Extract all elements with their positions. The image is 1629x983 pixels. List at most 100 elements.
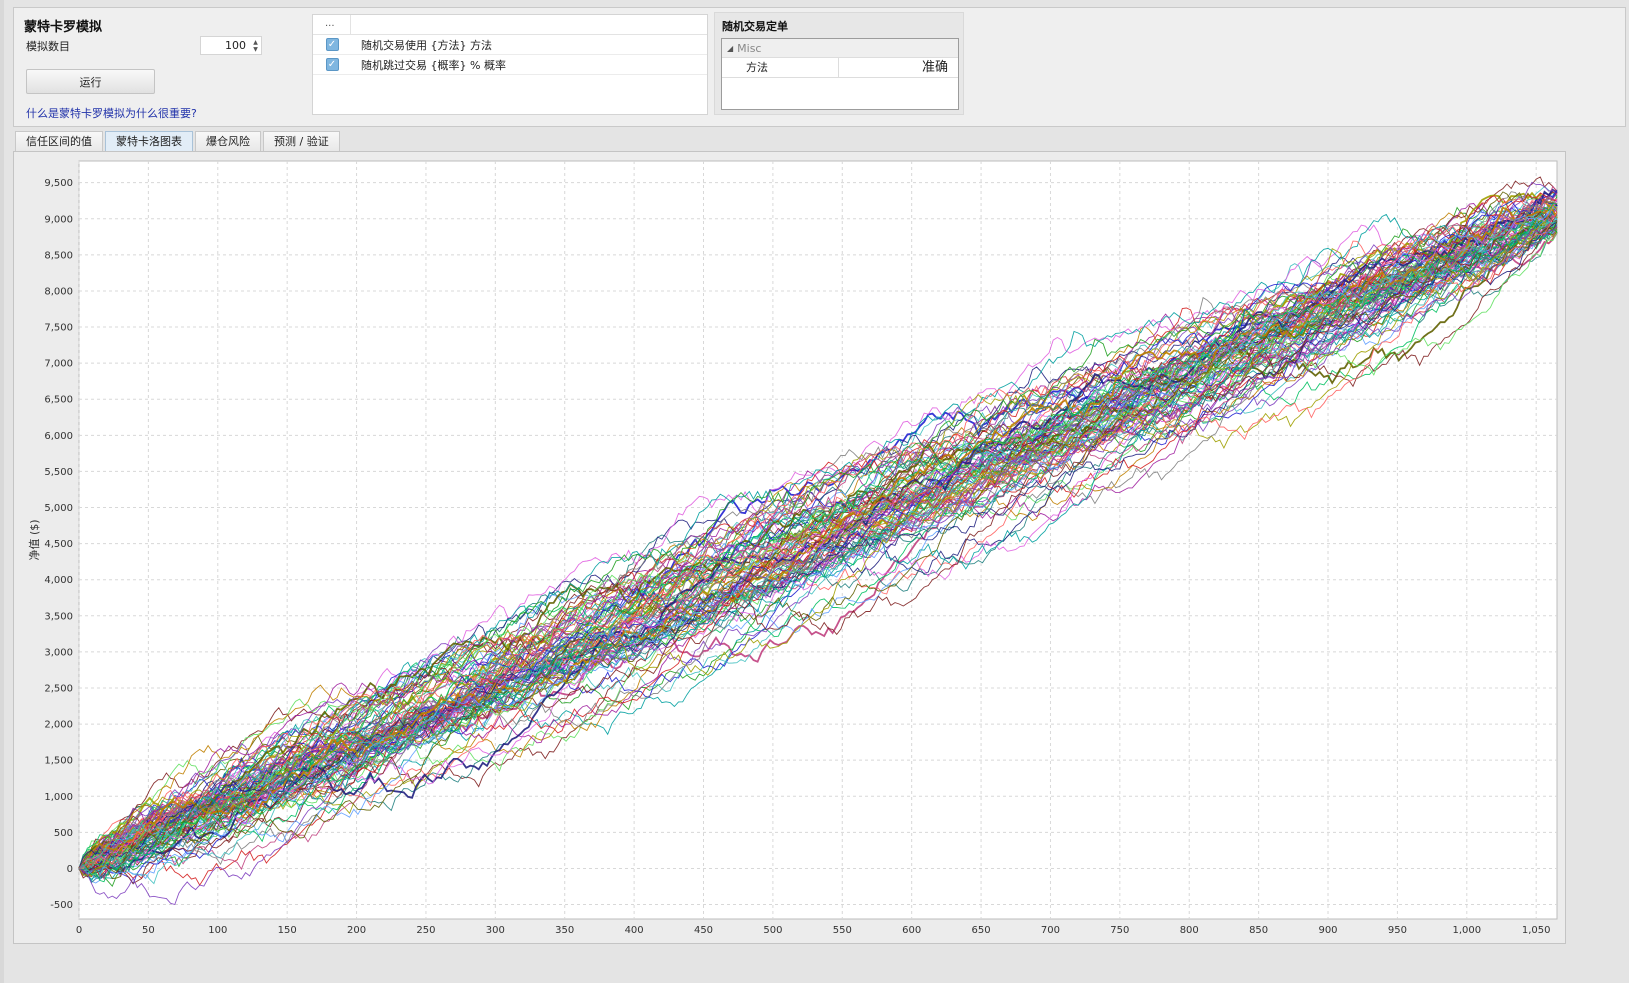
y-tick-label: 5,000 [44,503,73,514]
options-list: ... ✓ 随机交易使用 {方法} 方法 ✓ 随机跳过交易 {概率} % 概率 [312,14,708,115]
simulation-path [78,206,1558,880]
y-tick-label: 5,500 [44,467,73,478]
option-label: 随机跳过交易 {概率} % 概率 [361,58,506,72]
simulation-path [78,189,1558,869]
stepper-arrows-icon[interactable]: ▲ ▼ [253,38,258,53]
simulation-path [78,193,1558,869]
simulation-path [78,200,1558,869]
property-category[interactable]: ◢ Misc [722,39,958,58]
x-tick-label: 500 [763,925,782,936]
x-tick-label: 400 [625,925,644,936]
simulation-path [78,221,1558,869]
series-group [78,176,1558,906]
random-order-title: 随机交易定单 [722,20,788,33]
x-tick-label: 200 [347,925,366,936]
property-grid: ◢ Misc 方法 准确 [721,38,959,110]
simulation-path [78,191,1558,880]
tab-monte-carlo-chart[interactable]: 蒙特卡洛图表 [105,131,193,151]
property-value[interactable]: 准确 [921,60,948,75]
x-tick-label: 600 [902,925,921,936]
simulation-path [78,199,1558,869]
x-tick-label: 700 [1041,925,1060,936]
simulation-path [78,214,1558,874]
run-button[interactable]: 运行 [26,69,155,94]
tab-bar: 信任区间的值 蒙特卡洛图表 爆仓风险 预测 / 验证 [15,131,342,151]
y-tick-label: 2,000 [44,720,73,731]
property-name: 方法 [722,58,839,77]
x-tick-label: 550 [833,925,852,936]
y-tick-label: 0 [67,864,73,875]
checkbox-random-order[interactable]: ✓ [325,38,339,51]
x-tick-label: 850 [1249,925,1268,936]
sim-count-label: 模拟数目 [26,40,70,53]
y-tick-label: 4,500 [44,539,73,550]
y-axis-ticks: -500 0 500 1,000 1,500 2,000 2,500 3,000 3,500 4,… [44,178,73,911]
y-tick-label: -500 [50,900,73,911]
simulation-path [78,196,1558,869]
collapse-triangle-icon[interactable]: ◢ [727,43,734,53]
sim-count-value[interactable]: 100 [225,39,246,52]
simulation-path [78,209,1558,884]
x-tick-label: 100 [208,925,227,936]
property-row-method[interactable]: 方法 准确 [722,58,958,78]
options-header: ... [313,15,707,35]
simulation-path [78,215,1558,869]
y-tick-label: 7,000 [44,359,73,370]
simulation-path [78,218,1558,870]
monte-carlo-chart: -500 0 500 1,000 1,500 2,000 2,500 3,000 3,500 4,… [13,151,1566,944]
x-tick-label: 150 [278,925,297,936]
help-link[interactable]: 什么是蒙特卡罗模拟为什么很重要? [26,107,197,120]
y-tick-label: 1,000 [44,792,73,803]
x-tick-label: 350 [555,925,574,936]
x-tick-label: 250 [416,925,435,936]
x-tick-label: 1,000 [1452,925,1481,936]
y-tick-label: 7,500 [44,323,73,334]
y-axis-title: 净值 ($) [27,519,41,560]
simulation-path [78,221,1558,869]
category-label: Misc [737,41,762,55]
random-order-panel: 随机交易定单 ◢ Misc 方法 准确 [714,12,964,115]
simulation-path [78,229,1558,869]
simulation-path [78,211,1558,885]
y-tick-label: 3,000 [44,647,73,658]
y-tick-label: 3,500 [44,611,73,622]
y-tick-label: 9,500 [44,178,73,189]
simulation-path [78,232,1558,871]
option-row-random-skip[interactable]: ✓ 随机跳过交易 {概率} % 概率 [313,55,707,75]
option-label: 随机交易使用 {方法} 方法 [361,38,492,52]
y-tick-label: 1,500 [44,756,73,767]
tab-forecast-validation[interactable]: 预测 / 验证 [263,131,340,151]
y-tick-label: 6,000 [44,431,73,442]
option-row-random-order[interactable]: ✓ 随机交易使用 {方法} 方法 [313,35,707,55]
x-tick-label: 0 [76,925,82,936]
simulation-path [78,224,1558,874]
simulation-path [78,204,1558,873]
y-tick-label: 6,500 [44,395,73,406]
x-axis-ticks: 0 50 100 150 200 250 300 350 400 450 500 550 600 650 7… [76,925,1551,936]
simulation-path [78,217,1558,874]
simulation-path [78,210,1558,884]
chart-svg: -500 0 500 1,000 1,500 2,000 2,500 3,000 3,500 4,… [27,160,1558,936]
y-tick-label: 4,000 [44,575,73,586]
x-tick-label: 750 [1110,925,1129,936]
x-tick-label: 950 [1388,925,1407,936]
x-tick-label: 900 [1318,925,1337,936]
x-tick-label: 1,050 [1522,925,1551,936]
simulation-path [78,212,1558,869]
window-edge [0,0,4,983]
simulation-path [78,225,1558,906]
simulation-path [78,195,1558,877]
sim-count-stepper[interactable]: 100 ▲ ▼ [200,36,262,55]
checkbox-random-skip[interactable]: ✓ [325,58,339,71]
simulation-path [78,223,1558,873]
y-tick-label: 2,500 [44,683,73,694]
tab-confidence-interval[interactable]: 信任区间的值 [15,131,103,151]
x-tick-label: 300 [486,925,505,936]
options-header-col[interactable]: ... [313,15,351,34]
x-tick-label: 650 [972,925,991,936]
y-tick-label: 8,000 [44,286,73,297]
simulation-path [78,215,1558,869]
y-tick-label: 9,000 [44,214,73,225]
tab-risk-of-ruin[interactable]: 爆仓风险 [195,131,261,151]
x-tick-label: 450 [694,925,713,936]
